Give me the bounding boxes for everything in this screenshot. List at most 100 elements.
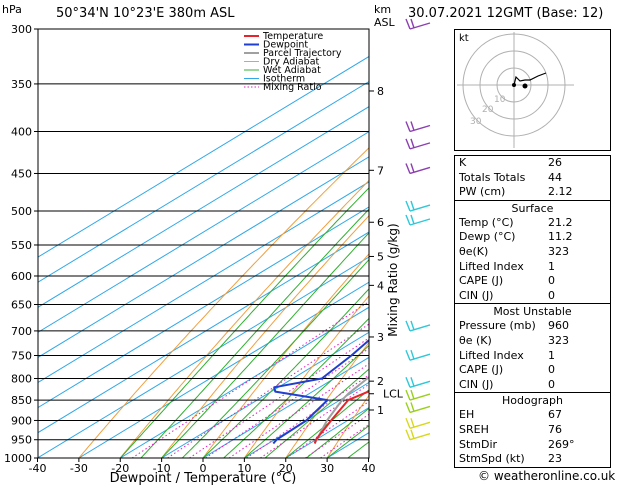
pressure-tick-label: 800: [11, 372, 32, 385]
pressure-tick-label: 500: [11, 205, 32, 218]
index-k: K 26: [459, 156, 562, 169]
isotherm-line: [38, 131, 369, 333]
hodograph: kt 10 20 30: [454, 29, 611, 151]
km-tick-label: 3: [377, 331, 384, 344]
legend-entry: Temperature: [262, 31, 323, 42]
isotherm-line: [38, 231, 369, 434]
km-tick-label: 1: [377, 404, 384, 417]
most-unstable-row: θe (K) 323: [459, 333, 569, 347]
legend-entry: Isotherm: [263, 74, 305, 85]
isotherm-line: [78, 281, 369, 458]
hodograph-section: Hodograph EH 67 SREH 76 StmDir 269° StmSpd (kt…: [455, 392, 610, 466]
isotherm-line: [119, 306, 369, 458]
plot-frame: [37, 28, 370, 459]
pressure-tick-label: 450: [11, 167, 32, 180]
hodo-ring-label-20: 20: [482, 105, 494, 115]
hodo-ring-label-10: 10: [494, 95, 506, 105]
surface-title: Surface: [511, 201, 554, 215]
indices-table: K 26 Totals Totals 44 PW (cm) 2.12 Surface …: [454, 155, 611, 468]
wind-barb: [405, 418, 431, 429]
wet-adiabat: [264, 368, 369, 458]
wind-barb: [405, 389, 431, 401]
pressure-tick-label: 300: [11, 23, 32, 36]
wet-adiabat: [181, 258, 369, 458]
hodo-origin: [512, 83, 516, 87]
height-unit-km: km: [374, 3, 391, 16]
most-unstable-row: Pressure (mb) 960: [459, 319, 569, 333]
km-tick-label: 6: [377, 216, 384, 229]
most-unstable-row: CIN (J) 0: [459, 377, 555, 391]
km-tick-label: 4: [377, 279, 384, 292]
hodograph-row: SREH 76: [459, 422, 562, 436]
most-unstable-section: Most Unstable Pressure (mb) 960 θe (K) 323 L…: [455, 303, 610, 392]
temp-tick-label: -10: [153, 462, 171, 475]
wet-adiabat: [285, 389, 369, 458]
isotherm-line: [38, 256, 369, 458]
wet-adiabat: [223, 317, 369, 458]
mixing-ratio-label: 1: [406, 266, 411, 275]
pressure-tick-label: 650: [11, 299, 32, 312]
legend-entry: Dewpoint: [263, 40, 308, 51]
temp-tick-label: 0: [200, 462, 207, 475]
storm-motion-marker: [522, 83, 528, 89]
pressure-tick-label: 350: [11, 78, 32, 91]
credit-footer: © weatheronline.co.uk: [478, 469, 616, 483]
wet-adiabat: [306, 407, 369, 458]
km-tick-label: 8: [377, 85, 384, 98]
wet-adiabat: [244, 344, 369, 458]
wind-barb: [405, 163, 431, 175]
pressure-tick-label: 550: [11, 239, 32, 252]
wind-barb: [405, 18, 431, 30]
location-title: 50°34'N 10°23'E 380m ASL: [56, 6, 235, 21]
pressure-tick-label: 850: [11, 394, 32, 407]
temp-tick-label: 40: [362, 462, 376, 475]
pressure-tick-label: 700: [11, 325, 32, 338]
dry-adiabat: [202, 253, 369, 458]
isotherm-line: [410, 29, 455, 458]
wind-barb: [405, 320, 431, 332]
temp-tick-label: 20: [279, 462, 293, 475]
km-tick-label: 2: [377, 375, 384, 388]
hodograph-unit: kt: [459, 33, 469, 44]
surface-row: Dewp (°C) 11.2: [459, 230, 573, 244]
datetime-title: 30.07.2021 12GMT (Base: 12): [408, 6, 604, 21]
parcel-trajectory-curve: [313, 375, 369, 444]
hodograph-trace: [513, 72, 547, 86]
temp-tick-label: -40: [29, 462, 47, 475]
surface-row: Lifted Index 1: [459, 259, 555, 273]
hodograph-row: EH 67: [459, 408, 562, 422]
pressure-tick-label: 750: [11, 349, 32, 362]
wind-barb: [405, 200, 431, 212]
wind-barb: [405, 402, 431, 414]
x-axis-label: Dewpoint / Temperature (°C): [110, 471, 297, 486]
most-unstable-title: Most Unstable: [493, 305, 572, 319]
pressure-tick-label: 950: [11, 434, 32, 447]
pressure-unit: hPa: [2, 3, 22, 16]
isotherm-line: [38, 156, 369, 358]
pressure-tick-label: 1000: [4, 452, 32, 465]
hodo-ring-label-30: 30: [470, 117, 482, 127]
height-unit-asl: ASL: [374, 16, 396, 29]
hodograph-row: StmDir 269°: [459, 437, 575, 451]
lcl-label: LCL: [383, 388, 404, 401]
legend-entry: Mixing Ratio: [263, 82, 322, 93]
hodograph-row: StmSpd (kt) 23: [459, 452, 562, 466]
wind-barb: [405, 138, 431, 150]
dry-adiabat: [326, 394, 369, 458]
isotherm-line: [38, 80, 369, 283]
index-totals: Totals Totals 44: [459, 170, 562, 184]
mixing-ratio-line: [228, 363, 369, 458]
temp-tick-label: 30: [320, 462, 334, 475]
surface-row: θe(K) 323: [459, 244, 569, 258]
surface-section: Surface Temp (°C) 21.2 Dewp (°C) 11.2 θe(K) 3…: [455, 199, 610, 304]
mixing-ratio-line: [305, 413, 369, 458]
temp-tick-label: -20: [111, 462, 129, 475]
pressure-tick-label: 900: [11, 414, 32, 427]
temperature-curve: [313, 390, 369, 444]
dry-adiabat: [410, 29, 455, 458]
isotherm-line: [38, 106, 369, 308]
wind-barb: [405, 429, 431, 441]
surface-row: CIN (J) 0: [459, 288, 555, 302]
legend-entry: Parcel Trajectory: [263, 48, 342, 59]
